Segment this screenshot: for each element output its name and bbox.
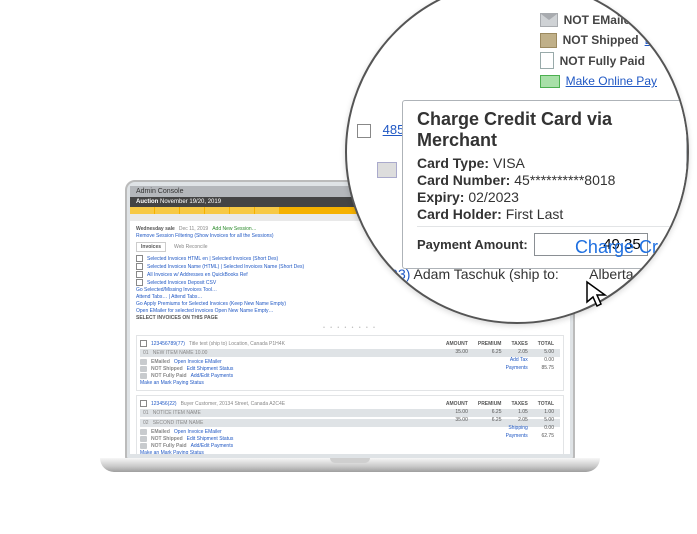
checkbox[interactable] xyxy=(136,279,143,286)
invoice-name: Adam Taschuk (ship to: xyxy=(414,266,559,282)
tool-link[interactable]: Open EMailer for selected invoices Open … xyxy=(136,308,274,314)
box-icon xyxy=(140,436,147,442)
invoice-left-area: 485 xyxy=(357,122,404,138)
status-not-paid: NOT Fully Paid xyxy=(560,51,645,71)
box-icon xyxy=(540,33,557,48)
session-date: Wednesday sale xyxy=(136,226,175,232)
status-paid: NOT Fully Paid xyxy=(151,373,187,379)
make-online-payment-link[interactable]: Make Online Pay xyxy=(566,71,657,91)
checkbox[interactable] xyxy=(136,255,143,262)
online-pay-link[interactable]: Make an Mark Paying Status xyxy=(140,380,204,386)
checkbox[interactable] xyxy=(136,271,143,278)
invoice-checkbox[interactable] xyxy=(357,124,371,138)
card-number-label: Card Number: xyxy=(417,172,510,188)
envelope-icon xyxy=(140,359,147,365)
card-number-value: 45**********8018 xyxy=(514,172,615,188)
payment-icon xyxy=(140,443,147,449)
open-emailer-link[interactable]: Open Invoice EMailer xyxy=(174,429,222,435)
expiry-value: 02/2023 xyxy=(468,189,519,205)
tool-link[interactable]: Selected Invoices Deposit CSV xyxy=(147,280,216,286)
auction-label: Auction xyxy=(136,199,158,205)
status-paid: NOT Fully Paid xyxy=(151,443,187,449)
tab-invoices[interactable]: Invoices xyxy=(136,242,166,252)
brand-icon xyxy=(377,162,397,178)
tool-link[interactable]: Go Selected/Missing Invoices Tool… xyxy=(136,287,217,293)
invoice-id-fragment[interactable]: 903) xyxy=(382,266,410,282)
expiry-label: Expiry: xyxy=(417,189,464,205)
session-date2: Dec 11, 2019 xyxy=(179,226,208,232)
invoice-card: AMOUNTPREMIUMTAXESTOTAL 35.006.252.055.0… xyxy=(136,335,564,391)
invoice-card: AMOUNTPREMIUMTAXESTOTAL 15.006.251.051.0… xyxy=(136,395,564,454)
status-not-shipped: NOT Shipped xyxy=(563,30,639,50)
checkbox[interactable] xyxy=(140,340,147,347)
invoice-amount-table: AMOUNTPREMIUMTAXESTOTAL 15.006.251.051.0… xyxy=(440,399,560,441)
doc-icon xyxy=(540,52,554,69)
panel-title: Charge Credit Card via Merchant xyxy=(417,109,672,151)
auction-name: November 19/20, 2019 xyxy=(160,199,221,205)
open-emailer-link[interactable]: Open Invoice EMailer xyxy=(174,359,222,365)
tab-web-reconcile[interactable]: Web Reconcile xyxy=(170,243,212,251)
add-payment-link[interactable]: Add/Edit Payments xyxy=(191,373,234,379)
card-type-value: VISA xyxy=(493,155,525,171)
status-shipped: NOT Shipped xyxy=(151,436,183,442)
tool-link[interactable]: Go Apply Premiums for Selected Invoices … xyxy=(136,301,286,307)
status-shipped: NOT Shipped xyxy=(151,366,183,372)
laptop-notch xyxy=(330,458,370,463)
edit-link[interactable]: E xyxy=(645,30,653,50)
open-link[interactable]: O xyxy=(644,10,653,30)
charge-credit-link[interactable]: Charge Credit xyxy=(575,237,687,258)
pager-dots[interactable]: • • • • • • • • xyxy=(136,325,564,331)
add-session-link[interactable]: Add New Session… xyxy=(212,226,256,232)
holder-value: First Last xyxy=(506,206,564,222)
invoice-amount-table: AMOUNTPREMIUMTAXESTOTAL 35.006.252.055.0… xyxy=(440,339,560,373)
edit-shipment-link[interactable]: Edit Shipment Status xyxy=(187,436,234,442)
cash-icon xyxy=(540,75,560,88)
status-not-emailed: NOT EMailed xyxy=(564,10,638,30)
tool-link[interactable]: Selected Invoices Name (HTML) | Selected… xyxy=(147,264,304,270)
edit-shipment-link[interactable]: Edit Shipment Status xyxy=(187,366,234,372)
box-icon xyxy=(140,366,147,372)
payment-icon xyxy=(140,373,147,379)
status-emailed: EMailed xyxy=(151,429,170,435)
envelope-icon xyxy=(140,429,147,435)
envelope-icon xyxy=(540,13,558,27)
tool-link[interactable]: Selected Invoices HTML en | Selected Inv… xyxy=(147,256,278,262)
tool-link[interactable]: Attend Tabs… | Attend Tabs… xyxy=(136,294,202,300)
card-type-label: Card Type: xyxy=(417,155,489,171)
magnifier-lens: NOT EMailed O NOT Shipped E NOT Fully Pa… xyxy=(345,0,689,324)
holder-label: Card Holder: xyxy=(417,206,502,222)
status-block: NOT EMailed O NOT Shipped E NOT Fully Pa… xyxy=(540,10,657,92)
invoice-id-link[interactable]: 123456(22) xyxy=(151,401,177,407)
amount-label: Payment Amount: xyxy=(417,237,528,252)
add-payment-link[interactable]: Add/Edit Payments xyxy=(191,443,234,449)
checkbox[interactable] xyxy=(136,263,143,270)
status-emailed: EMailed xyxy=(151,359,170,365)
online-pay-link[interactable]: Make an Mark Paying Status xyxy=(140,450,204,454)
invoice-region: Alberta, Can xyxy=(589,266,667,282)
checkbox[interactable] xyxy=(140,400,147,407)
next-invoice-row: 903) Adam Taschuk (ship to: Alberta, Can xyxy=(382,266,667,282)
tool-link[interactable]: All Invoices w/ Addresses en QuickBooks … xyxy=(147,272,248,278)
invoice-id-link[interactable]: 123456789(77) xyxy=(151,341,185,347)
